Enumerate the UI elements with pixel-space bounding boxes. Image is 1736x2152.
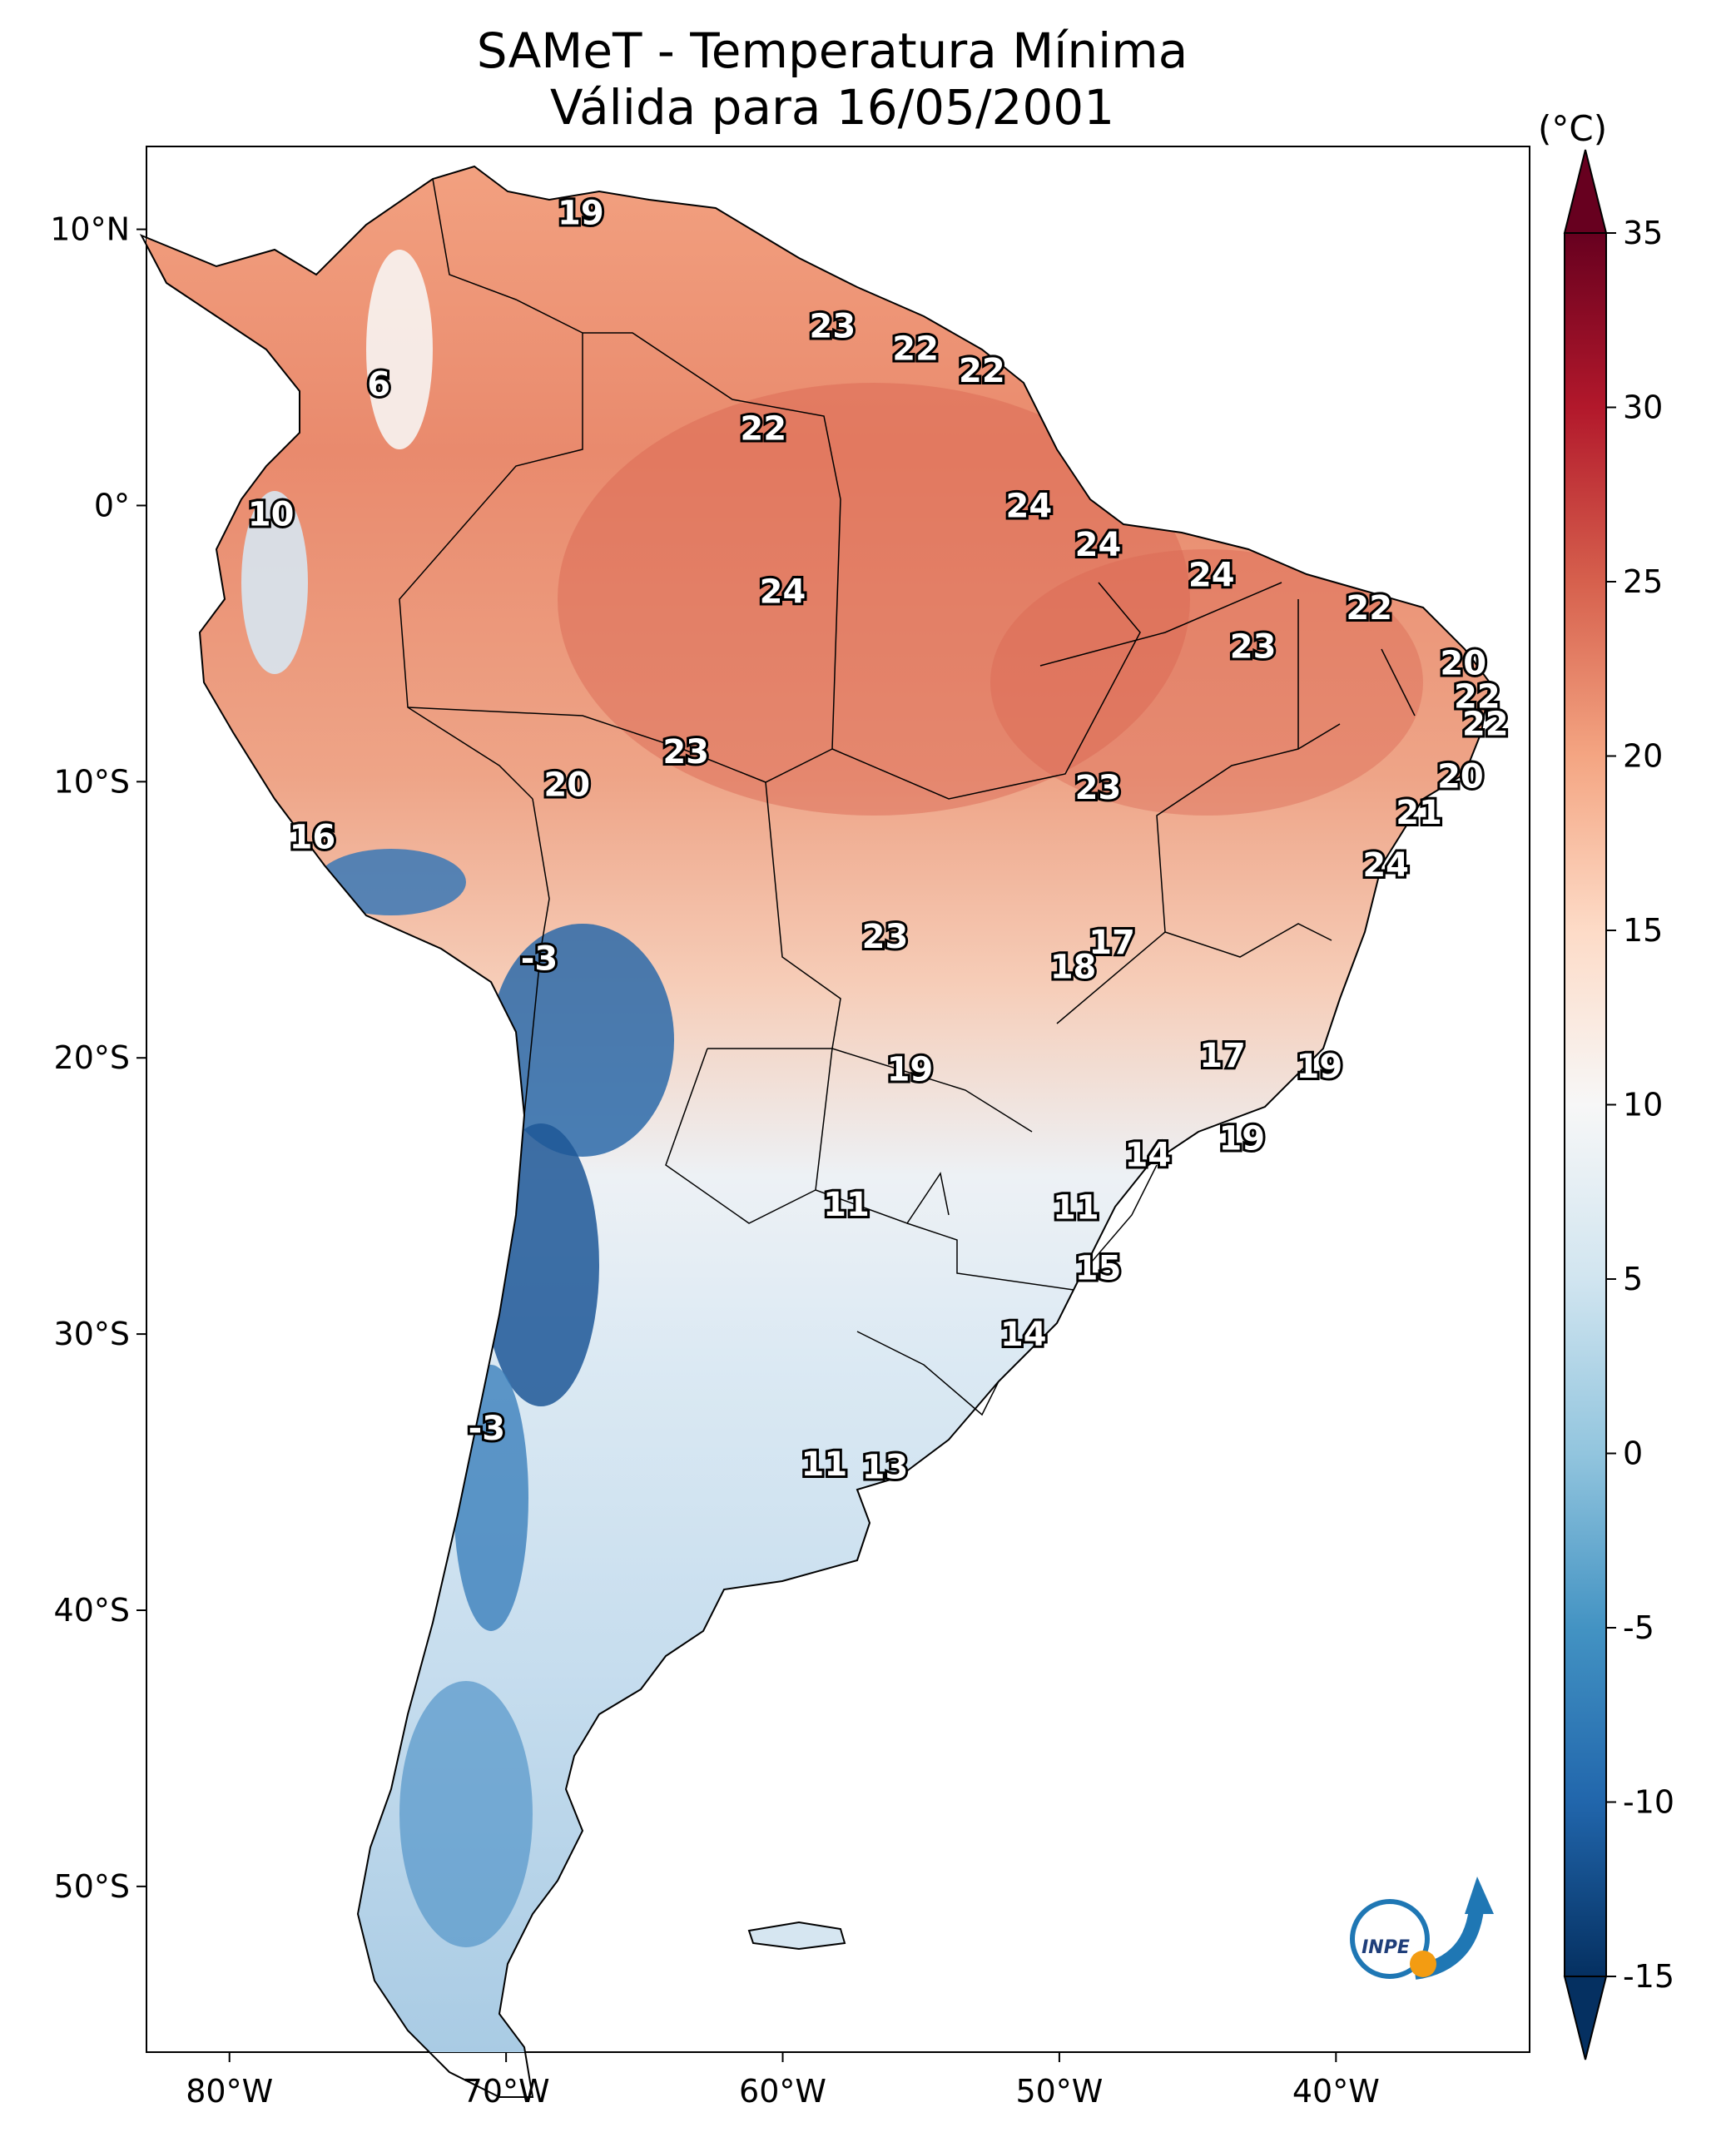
temperature-label: 11	[801, 1445, 848, 1484]
colorbar-tick-label: 30	[1623, 389, 1663, 426]
temperature-label: 18	[1050, 949, 1097, 987]
temperature-label: 22	[1346, 589, 1392, 627]
temperature-label: 14	[1124, 1136, 1171, 1174]
temperature-label: 23	[1230, 628, 1277, 667]
temperature-label: 17	[1199, 1037, 1246, 1075]
temperature-label: 22	[1454, 677, 1500, 716]
colorbar: 35 30 25 20 15 10 5 0 -5 -10 -15	[1563, 149, 1674, 2060]
temperature-label: 10	[248, 495, 295, 533]
temperature-label: 11	[1053, 1188, 1099, 1227]
temperature-label: 22	[892, 330, 939, 368]
temperature-label: 24	[1188, 556, 1235, 594]
colorbar-tick-label: -5	[1623, 1609, 1654, 1646]
temperature-label: 23	[862, 918, 909, 956]
colorbar-tick-label: 35	[1623, 215, 1663, 251]
temperature-label: 23	[810, 308, 856, 346]
lon-tick-label: 80°W	[186, 2073, 273, 2110]
temperature-label: 22	[740, 410, 786, 449]
colorbar-tick-label: 10	[1623, 1087, 1663, 1123]
colorbar-tick-label: 5	[1623, 1261, 1643, 1297]
temperature-label: 24	[1075, 526, 1122, 564]
lon-tick-label: 60°W	[739, 2073, 826, 2110]
temperature-label: 11	[823, 1186, 870, 1224]
temperature-label: 6	[367, 365, 390, 404]
lon-tick-label: 40°W	[1292, 2073, 1380, 2110]
lon-tick-label: 50°W	[1015, 2073, 1103, 2110]
colorbar-tick-label: 15	[1623, 912, 1663, 949]
lat-tick-label: 0°	[94, 487, 130, 523]
map-subtitle: Válida para 16/05/2001	[549, 79, 1115, 136]
temperature-label: -3	[469, 1410, 505, 1448]
temperature-label: 20	[1437, 758, 1484, 796]
colorbar-tick-label: -15	[1623, 1958, 1674, 1995]
lon-tick-label: 70°W	[463, 2073, 550, 2110]
temperature-label: 23	[1075, 769, 1122, 807]
lat-tick-label: 10°S	[54, 763, 130, 800]
colorbar-tick-label: 0	[1623, 1435, 1643, 1472]
colorbar-tick-label: -10	[1623, 1784, 1674, 1821]
temperature-label: 21	[1396, 794, 1442, 832]
temperature-label: 22	[1462, 706, 1509, 744]
lat-tick-label: 40°S	[54, 1592, 130, 1629]
inpe-logo: INPE	[1350, 1877, 1494, 1980]
temperature-label: 20	[543, 766, 590, 805]
temperature-label: 23	[662, 733, 709, 771]
temperature-label: 19	[887, 1050, 934, 1088]
axis-ticks: 80°W 70°W 60°W 50°W 40°W 10°N 0° 10°S 20°S 30°S 40…	[50, 211, 1380, 2110]
temperature-label: 24	[1362, 846, 1409, 885]
temperature-label: 14	[1000, 1316, 1047, 1354]
temperature-label: 19	[558, 195, 604, 233]
colorbar-tick-label: 25	[1623, 563, 1663, 600]
lat-tick-label: 20°S	[54, 1039, 130, 1076]
lat-tick-label: 30°S	[54, 1316, 130, 1352]
colorbar-unit: (°C)	[1538, 108, 1608, 149]
lat-tick-label: 50°S	[54, 1868, 130, 1905]
lat-tick-label: 10°N	[50, 211, 130, 248]
colorbar-tick-label: 20	[1623, 738, 1663, 775]
temperature-label: -3	[521, 940, 558, 979]
temperature-label: 16	[290, 819, 336, 857]
temperature-label: 13	[862, 1448, 909, 1486]
temperature-label: 19	[1218, 1119, 1265, 1158]
temperature-label: 24	[1006, 487, 1053, 525]
temperature-label: 22	[959, 352, 1005, 390]
temperature-label: 17	[1089, 924, 1135, 962]
temperature-label: 15	[1075, 1249, 1122, 1287]
temperature-label: 19	[1297, 1048, 1343, 1086]
temperature-label: 20	[1440, 645, 1486, 683]
inpe-logo-text: INPE	[1362, 1937, 1410, 1958]
map-title: SAMeT - Temperatura Mínima	[476, 22, 1188, 79]
temperature-label: 24	[760, 573, 806, 611]
